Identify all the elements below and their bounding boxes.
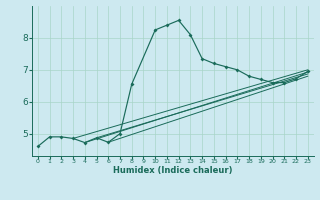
X-axis label: Humidex (Indice chaleur): Humidex (Indice chaleur) xyxy=(113,166,233,175)
